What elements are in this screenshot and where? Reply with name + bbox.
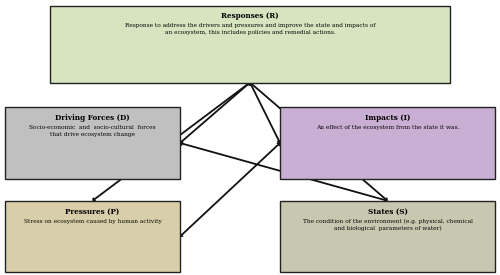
Text: Impacts (I): Impacts (I) [365,114,410,122]
FancyBboxPatch shape [5,107,180,179]
FancyBboxPatch shape [280,107,495,179]
Text: Stress on ecosystem caused by human activity: Stress on ecosystem caused by human acti… [24,219,162,224]
FancyBboxPatch shape [280,201,495,272]
FancyBboxPatch shape [5,201,180,272]
Text: Driving Forces (D): Driving Forces (D) [55,114,130,122]
Text: The condition of the environment (e.g. physical, chemical
and biological  parame: The condition of the environment (e.g. p… [302,219,472,231]
Text: Responses (R): Responses (R) [221,12,279,20]
Text: Response to address the drivers and pressures and improve the state and impacts : Response to address the drivers and pres… [125,23,375,35]
FancyBboxPatch shape [50,6,450,82]
Text: States (S): States (S) [368,208,408,216]
Text: Pressures (P): Pressures (P) [66,208,120,216]
Text: An effect of the ecosystem from the state it was.: An effect of the ecosystem from the stat… [316,125,459,130]
Text: Socio-economic  and  socio-cultural  forces
that drive ecosystem change: Socio-economic and socio-cultural forces… [29,125,156,137]
